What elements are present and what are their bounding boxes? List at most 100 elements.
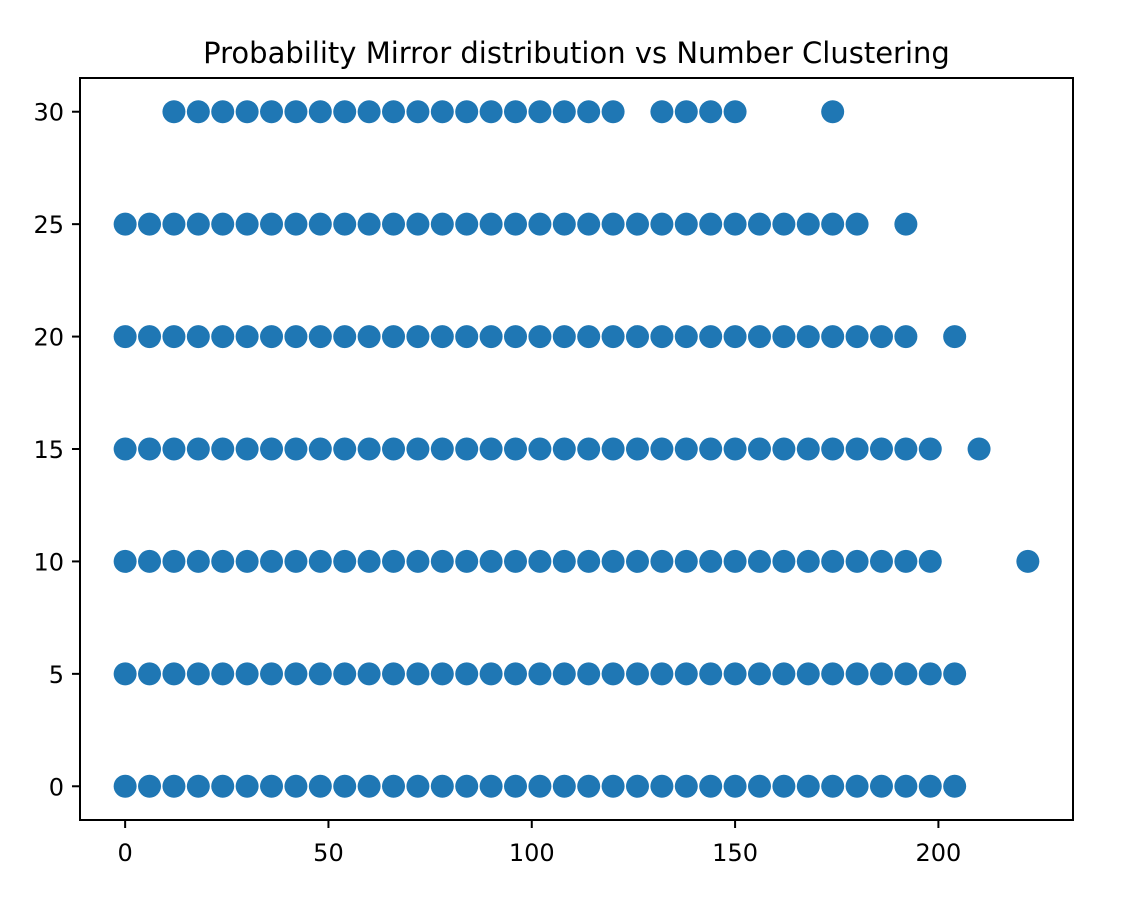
data-point bbox=[235, 100, 259, 124]
data-point bbox=[894, 325, 918, 349]
data-point bbox=[723, 212, 747, 236]
data-point bbox=[796, 662, 820, 686]
data-point bbox=[138, 549, 162, 573]
data-point bbox=[138, 325, 162, 349]
data-point bbox=[113, 212, 137, 236]
data-point bbox=[308, 662, 332, 686]
data-point bbox=[430, 100, 454, 124]
data-point bbox=[747, 774, 771, 798]
data-point bbox=[455, 325, 479, 349]
data-point bbox=[894, 774, 918, 798]
data-point bbox=[772, 437, 796, 461]
data-point bbox=[528, 549, 552, 573]
data-point bbox=[552, 325, 576, 349]
data-point bbox=[138, 662, 162, 686]
data-point bbox=[479, 662, 503, 686]
data-point bbox=[260, 662, 284, 686]
data-point bbox=[479, 325, 503, 349]
data-point bbox=[260, 212, 284, 236]
data-point bbox=[333, 212, 357, 236]
data-point bbox=[357, 100, 381, 124]
data-point bbox=[601, 325, 625, 349]
data-point bbox=[479, 100, 503, 124]
data-point bbox=[821, 549, 845, 573]
data-point bbox=[284, 662, 308, 686]
data-point bbox=[747, 212, 771, 236]
data-point bbox=[577, 325, 601, 349]
data-point bbox=[625, 774, 649, 798]
data-point bbox=[894, 437, 918, 461]
data-point bbox=[333, 100, 357, 124]
data-point bbox=[528, 774, 552, 798]
y-tick-label: 5 bbox=[49, 661, 64, 689]
data-point bbox=[382, 100, 406, 124]
data-point bbox=[333, 774, 357, 798]
data-point bbox=[333, 549, 357, 573]
data-point bbox=[430, 774, 454, 798]
data-point bbox=[406, 662, 430, 686]
data-point bbox=[869, 774, 893, 798]
data-point bbox=[260, 325, 284, 349]
data-point bbox=[772, 212, 796, 236]
data-point bbox=[308, 100, 332, 124]
data-point bbox=[235, 325, 259, 349]
data-point bbox=[528, 100, 552, 124]
data-point bbox=[699, 437, 723, 461]
data-point bbox=[699, 662, 723, 686]
data-point bbox=[162, 325, 186, 349]
data-point bbox=[552, 662, 576, 686]
data-point bbox=[211, 662, 235, 686]
data-point bbox=[504, 437, 528, 461]
data-point bbox=[796, 774, 820, 798]
data-point bbox=[430, 212, 454, 236]
x-tick-label: 100 bbox=[509, 839, 555, 867]
data-point bbox=[455, 774, 479, 798]
data-point bbox=[943, 325, 967, 349]
data-point bbox=[674, 325, 698, 349]
data-point bbox=[674, 549, 698, 573]
data-point bbox=[869, 437, 893, 461]
data-point bbox=[625, 662, 649, 686]
data-point bbox=[869, 662, 893, 686]
data-point bbox=[821, 437, 845, 461]
data-point bbox=[479, 774, 503, 798]
data-point bbox=[723, 437, 747, 461]
data-point bbox=[357, 774, 381, 798]
data-point bbox=[943, 774, 967, 798]
data-point bbox=[382, 774, 406, 798]
data-point bbox=[650, 774, 674, 798]
data-point bbox=[186, 549, 210, 573]
data-point bbox=[504, 325, 528, 349]
data-point bbox=[284, 325, 308, 349]
data-point bbox=[967, 437, 991, 461]
data-point bbox=[528, 212, 552, 236]
data-point bbox=[333, 662, 357, 686]
data-point bbox=[796, 437, 820, 461]
data-point bbox=[455, 437, 479, 461]
data-point bbox=[650, 437, 674, 461]
data-point bbox=[601, 549, 625, 573]
data-point bbox=[455, 212, 479, 236]
data-point bbox=[552, 100, 576, 124]
data-point bbox=[357, 549, 381, 573]
data-point bbox=[625, 437, 649, 461]
data-point bbox=[308, 437, 332, 461]
data-point bbox=[455, 549, 479, 573]
data-point bbox=[845, 325, 869, 349]
data-point bbox=[406, 212, 430, 236]
data-point bbox=[552, 437, 576, 461]
data-point bbox=[235, 437, 259, 461]
data-point bbox=[577, 662, 601, 686]
data-point bbox=[138, 212, 162, 236]
data-point bbox=[430, 662, 454, 686]
data-point bbox=[455, 100, 479, 124]
data-point bbox=[747, 549, 771, 573]
data-point bbox=[650, 100, 674, 124]
data-point bbox=[138, 437, 162, 461]
data-point bbox=[479, 549, 503, 573]
data-point bbox=[845, 212, 869, 236]
data-point bbox=[821, 662, 845, 686]
data-point bbox=[821, 774, 845, 798]
data-point bbox=[430, 325, 454, 349]
